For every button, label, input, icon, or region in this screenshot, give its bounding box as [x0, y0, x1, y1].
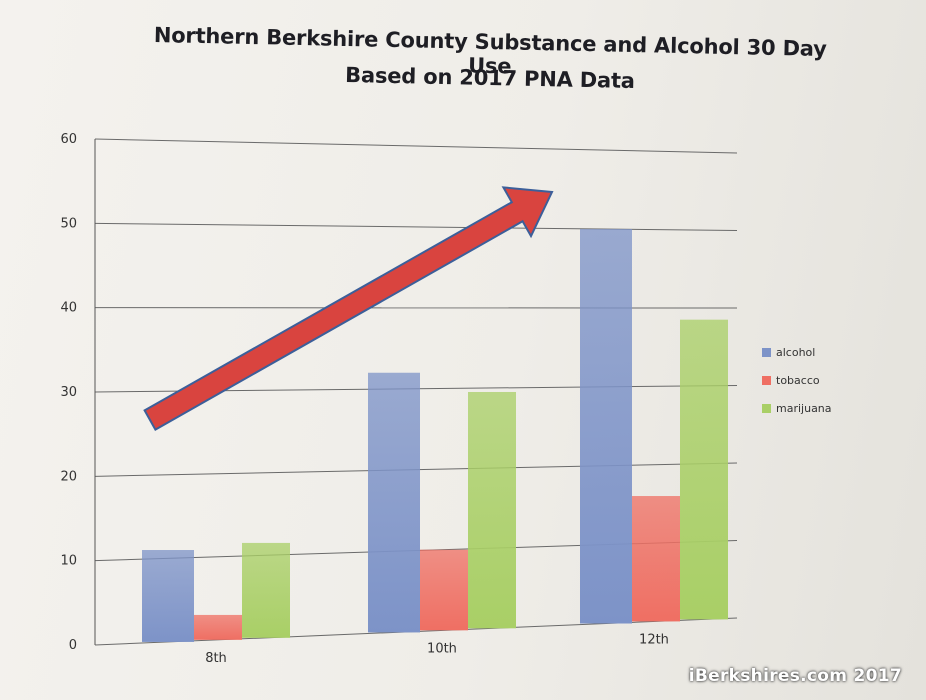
bar-alcohol-12th	[580, 229, 632, 624]
axes: 0 10 20 30 40 50 60 8th 10th 12th	[60, 132, 668, 666]
legend-swatch-tobacco	[762, 376, 771, 385]
legend-label-tobacco: tobacco	[776, 374, 820, 387]
bar-alcohol-10th	[368, 372, 420, 633]
trend-arrow-shape	[143, 186, 554, 431]
bars	[142, 229, 728, 642]
x-tick-label: 10th	[427, 641, 457, 656]
legend-swatch-alcohol	[762, 348, 771, 357]
legend-label-alcohol: alcohol	[776, 346, 815, 359]
watermark-credit: iBerkshires.com 2017	[688, 666, 902, 686]
trend-arrow	[143, 186, 554, 431]
y-tick-label: 60	[60, 132, 77, 147]
y-tick-label: 10	[60, 554, 77, 569]
bar-tobacco-8th	[194, 614, 242, 640]
x-tick-label: 12th	[639, 632, 669, 647]
bar-alcohol-8th	[142, 550, 194, 642]
bar-marijuana-10th	[468, 391, 516, 629]
y-tick-label: 50	[60, 216, 77, 231]
legend-label-marijuana: marijuana	[776, 402, 832, 415]
gridline	[94, 138, 738, 154]
bar-tobacco-10th	[420, 549, 468, 631]
y-tick-label: 20	[60, 469, 77, 484]
bar-marijuana-12th	[680, 319, 728, 620]
y-tick-label: 0	[69, 638, 77, 653]
bar-marijuana-8th	[242, 542, 290, 638]
legend-swatch-marijuana	[762, 404, 771, 413]
gridline	[94, 222, 738, 231]
y-tick-label: 40	[60, 301, 77, 316]
x-tick-label: 8th	[205, 651, 227, 666]
bar-tobacco-12th	[632, 496, 680, 622]
legend: alcohol tobacco marijuana	[762, 346, 832, 415]
y-tick-label: 30	[60, 385, 77, 400]
